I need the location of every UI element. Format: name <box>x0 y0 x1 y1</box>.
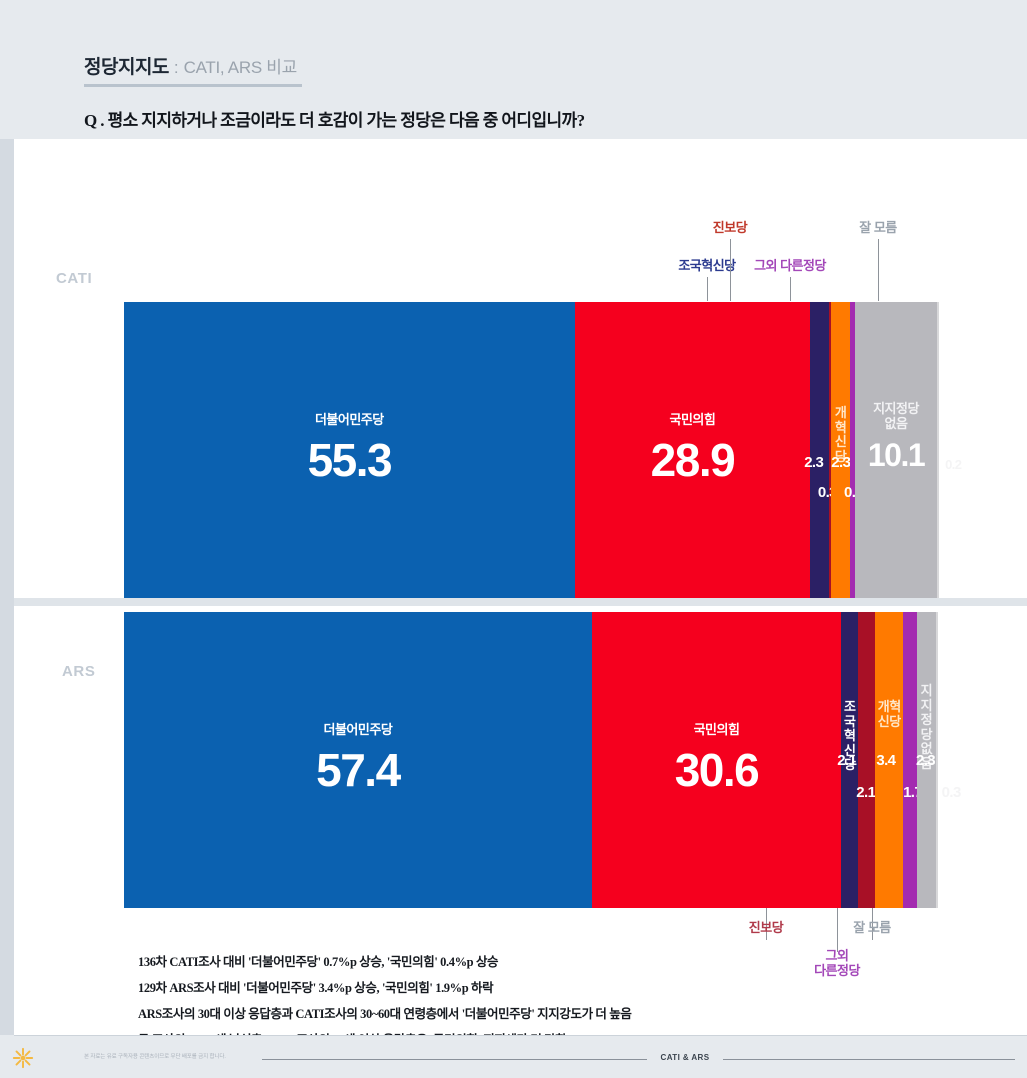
footer-rule-right <box>723 1059 1015 1060</box>
leader-ars-jalmoreum <box>872 908 873 940</box>
segment-value: 2.3 <box>915 752 936 769</box>
sunburst-icon <box>12 1047 34 1069</box>
segment-label: 지지정당 없음 <box>873 401 919 431</box>
segment-label: 국민의힘 <box>693 721 740 737</box>
header: 정당지지도 : CATI, ARS 비교 Q . 평소 지지하거나 조금이라도 … <box>0 0 1027 139</box>
segment-cati-jalmoreum[interactable]: 0.2 <box>937 302 962 598</box>
left-rail <box>0 0 14 1035</box>
segment-value: 2.1 <box>837 752 857 769</box>
survey-question: Q . 평소 지지하거나 조금이라도 더 호감이 가는 정당은 다음 중 어디입… <box>84 111 585 130</box>
bar-cati: 더불어민주당 55.3 국민의힘 28.9 2.3 0.3 개혁 신당 <box>124 302 962 598</box>
panel-divider <box>14 598 1027 606</box>
footer-tag: CATI & ARS <box>660 1053 710 1062</box>
segment-cati-jogukhyeoksin[interactable]: 2.3 <box>804 302 829 598</box>
segment-ars-pppp[interactable]: 국민의힘 30.6 <box>591 612 842 908</box>
title-underline <box>84 84 302 87</box>
segment-cati-none[interactable]: 지지정당 없음 10.1 <box>854 302 938 598</box>
footnote-item: 129차 ARS조사 대비 '더불어민주당' 3.4%p 상승, '국민의힘' … <box>138 981 494 995</box>
leader-cati-jogukhyeoksin <box>707 277 708 301</box>
segment-label: 개혁 신당 <box>834 405 847 464</box>
callout-ars-jinbo: 진보당 <box>748 920 784 935</box>
segment-cati-minjoo[interactable]: 더불어민주당 55.3 <box>124 302 575 598</box>
segment-cati-gaehyeok[interactable]: 개혁 신당 2.3 <box>831 302 851 598</box>
segment-value: 3.4 <box>876 752 896 769</box>
segment-value: 30.6 <box>674 744 760 797</box>
segment-value: 2.3 <box>831 454 851 471</box>
callout-cati-jinbo: 진보당 <box>712 220 748 235</box>
footer-rule-left <box>262 1059 647 1060</box>
footer: 본 자료는 유료 구독자용 콘텐츠이므로 무단 배포를 금지 합니다. CATI… <box>0 1035 1027 1078</box>
chart-canvas: CATI ARS 조국혁신당 진보당 그외 다른정당 잘 모름 더불어민주당 5… <box>14 139 1027 1047</box>
footer-note: 본 자료는 유료 구독자용 콘텐츠이므로 무단 배포를 금지 합니다. <box>84 1054 226 1060</box>
segment-ars-minjoo[interactable]: 더불어민주당 57.4 <box>124 612 592 908</box>
segment-ars-jinbo[interactable]: 2.1 <box>856 612 876 908</box>
segment-label: 더불어민주당 <box>314 411 384 427</box>
leader-cati-other-party <box>790 277 791 301</box>
leader-ars-jinbo <box>766 908 767 940</box>
leader-ars-other-party <box>837 908 838 952</box>
segment-value: 55.3 <box>307 434 393 487</box>
segment-label: 더불어민주당 <box>323 721 393 737</box>
callout-ars-jalmoreum: 잘 모름 <box>853 920 891 935</box>
callout-cati-jalmoreum: 잘 모름 <box>859 220 897 235</box>
segment-label: 개혁 신당 <box>877 699 901 729</box>
leader-cati-jinbo <box>730 239 731 301</box>
title-main: 정당지지도 <box>84 57 169 78</box>
footnote-item: ARS조사의 30대 이상 응답층과 CATI조사의 30~60대 연령층에서 … <box>138 1007 632 1021</box>
segment-cati-pppp[interactable]: 국민의힘 28.9 <box>574 302 811 598</box>
title-separator: : <box>173 58 179 77</box>
row-label-cati: CATI <box>56 270 93 287</box>
segment-label: 국민의힘 <box>669 411 716 427</box>
callout-cati-other-party: 그외 다른정당 <box>754 258 826 273</box>
row-label-ars: ARS <box>62 663 96 680</box>
callout-ars-other-party: 그외 다른정당 <box>814 948 860 978</box>
segment-value: 2.3 <box>804 454 824 471</box>
leader-cati-jalmoreum <box>878 239 879 301</box>
segment-value: 0.3 <box>941 784 962 801</box>
segment-label: 지지 정당 없음 <box>920 683 933 771</box>
segment-label: 조국 혁신당 <box>844 699 856 773</box>
segment-ars-jogukhyeoksin[interactable]: 조국 혁신당 2.1 <box>837 612 859 908</box>
segment-ars-jalmoreum[interactable]: 0.3 <box>935 612 961 908</box>
segment-value: 2.1 <box>856 784 876 801</box>
segment-ars-none[interactable]: 지지 정당 없음 2.3 <box>915 612 936 908</box>
footnote-item: 136차 CATI조사 대비 '더불어민주당' 0.7%p 상승, '국민의힘'… <box>138 955 499 969</box>
segment-ars-gaehyeok[interactable]: 개혁 신당 3.4 <box>875 612 904 908</box>
segment-value: 57.4 <box>316 744 401 797</box>
page-title: 정당지지도 : CATI, ARS 비교 <box>84 52 297 79</box>
segment-value: 28.9 <box>650 434 736 487</box>
footer-divider <box>14 1035 1027 1036</box>
segment-value: 10.1 <box>867 437 926 474</box>
segment-value: 0.2 <box>945 457 962 472</box>
segment-ars-other-party[interactable]: 1.7 <box>903 612 923 908</box>
bar-ars: 더불어민주당 57.4 국민의힘 30.6 조국 혁신당 2.1 2.1 <box>124 612 961 908</box>
callout-cati-jogukhyeoksin: 조국혁신당 <box>678 258 736 273</box>
title-subtitle: CATI, ARS 비교 <box>183 58 298 77</box>
